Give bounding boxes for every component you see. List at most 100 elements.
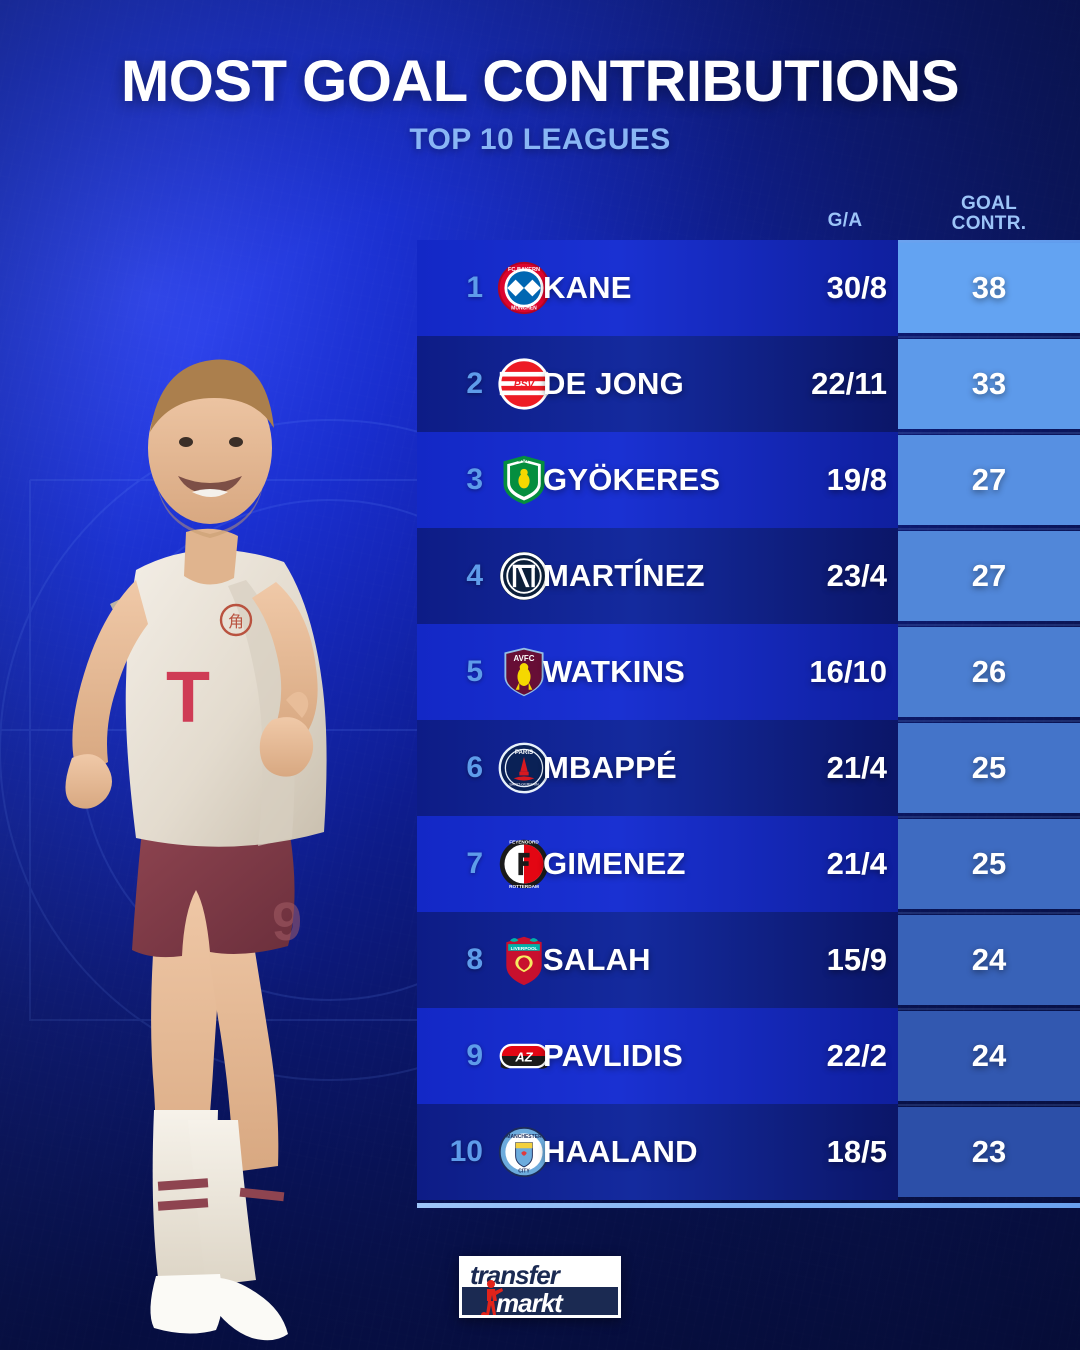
svg-text:FEYENOORD: FEYENOORD (509, 840, 539, 845)
feyenoord-badge: FEYENOORD ROTTERDAM (495, 835, 553, 893)
rank-number: 3 (466, 463, 483, 496)
az-alkmaar-badge: AZ (495, 1027, 553, 1085)
rank-number: 4 (466, 559, 483, 592)
row-body (417, 912, 898, 1008)
player-name: WATKINS (543, 654, 686, 689)
table-row: 7 FEYENOORD ROTTERDAM GIMENEZ 21/4 25 (417, 816, 1080, 912)
goals-assists-value: 19/8 (826, 462, 887, 497)
goal-contributions-cell-background (898, 723, 1080, 813)
player-name: DE JONG (543, 366, 684, 401)
row-body (417, 432, 898, 528)
svg-text:ROTTERDAM: ROTTERDAM (509, 884, 539, 889)
table-row: 2 PSV DE JONG 22/11 33 (417, 336, 1080, 432)
goal-contributions-cell-background (898, 339, 1080, 429)
player-name: SALAH (543, 942, 651, 977)
goal-contributions-cell-background (898, 531, 1080, 621)
rank-number: 6 (466, 751, 483, 784)
table-row: 6 PARIS SAINT-GERMAIN MBAPPÉ 21/4 25 (417, 720, 1080, 816)
player-name: GYÖKERES (543, 462, 721, 497)
svg-text:PARIS: PARIS (515, 749, 533, 756)
psv-badge: PSV (495, 355, 553, 413)
goal-contributions-cell-background (898, 243, 1080, 333)
goal-contributions-cell-background (898, 1107, 1080, 1197)
goal-contributions-value: 25 (971, 846, 1007, 881)
rank-number: 10 (449, 1135, 483, 1168)
row-body (417, 528, 898, 624)
row-body (417, 720, 898, 816)
row-body (417, 816, 898, 912)
goal-contributions-value: 33 (971, 366, 1007, 401)
ranking-table: 1 FC BAYERN MÜNCHEN KANE 30/8 3 8 2 PSV DE JONG 22… (417, 240, 1080, 1200)
player-name: PAVLIDIS (543, 1038, 683, 1073)
bayern-munich-badge: FC BAYERN MÜNCHEN (495, 259, 553, 317)
goal-contributions-cell-background (898, 1011, 1080, 1101)
goal-contributions-value: 27 (971, 462, 1007, 497)
goals-assists-value: 15/9 (826, 942, 887, 977)
table-row: 1 FC BAYERN MÜNCHEN KANE 30/8 38 (417, 240, 1080, 336)
rank-number: 5 (466, 655, 483, 688)
goals-assists-value: 21/4 (826, 846, 887, 881)
row-body (417, 240, 898, 336)
player-name: GIMENEZ (543, 846, 686, 881)
svg-text:CITY: CITY (518, 1168, 530, 1174)
goal-contributions-cell-background (898, 819, 1080, 909)
goal-contributions-value: 24 (971, 1038, 1007, 1073)
table-row: 8 LIVERPOOL SALAH 15/9 24 (417, 912, 1080, 1008)
page-subtitle: TOP 10 LEAGUES (409, 123, 671, 156)
svg-text:MANCHESTER: MANCHESTER (506, 1134, 542, 1140)
aston-villa-badge: AVFC (495, 643, 553, 701)
goals-assists-value: 23/4 (826, 558, 887, 593)
goals-assists-value: 16/10 (809, 654, 887, 689)
column-header-goal-line2: CONTR. (951, 213, 1027, 235)
player-name: KANE (543, 270, 632, 305)
page-title: MOST GOAL CONTRIBUTIONS (120, 49, 960, 114)
rank-number: 8 (466, 943, 483, 976)
rank-number: 1 (466, 271, 483, 304)
table-row: 3 SCP GYÖKERES 19/8 27 (417, 432, 1080, 528)
logo-word-markt: markt (496, 1288, 563, 1315)
goals-assists-value: 30/8 (826, 270, 887, 305)
goal-contributions-value: 23 (971, 1134, 1007, 1169)
svg-text:LIVERPOOL: LIVERPOOL (511, 946, 538, 951)
footballer-figure-icon (481, 1280, 503, 1315)
column-header-ga: G/A (827, 210, 863, 231)
goal-contributions-cell-background (898, 915, 1080, 1005)
goals-assists-value: 21/4 (826, 750, 887, 785)
table-bottom-rule (417, 1203, 1080, 1208)
goal-contributions-value: 25 (971, 750, 1007, 785)
rank-number: 7 (466, 847, 483, 880)
player-name: HAALAND (543, 1134, 698, 1169)
svg-text:AVFC: AVFC (514, 654, 535, 663)
goal-contributions-value: 24 (971, 942, 1007, 977)
svg-text:PSV: PSV (514, 380, 536, 391)
goal-contributions-value: 26 (971, 654, 1007, 689)
svg-text:AZ: AZ (514, 1050, 533, 1065)
row-body (417, 336, 898, 432)
sporting-cp-badge: SCP (495, 451, 553, 509)
logo-word-transfer: transfer (470, 1260, 560, 1290)
player-name: MBAPPÉ (543, 750, 677, 785)
goals-assists-value: 22/11 (811, 366, 887, 401)
row-body (417, 1104, 898, 1200)
rank-number: 2 (466, 367, 483, 400)
svg-text:T: T (166, 658, 210, 738)
svg-text:角: 角 (228, 613, 244, 631)
goals-assists-value: 22/2 (826, 1038, 887, 1073)
inter-milan-badge (495, 547, 553, 605)
man-city-badge: MANCHESTER CITY (495, 1123, 553, 1181)
row-body (417, 624, 898, 720)
svg-text:FC BAYERN: FC BAYERN (508, 267, 540, 273)
svg-text:SAINT-GERMAIN: SAINT-GERMAIN (509, 783, 539, 787)
goal-contributions-cell-background (898, 435, 1080, 525)
table-row: 5 AVFC WATKINS 16/10 26 (417, 624, 1080, 720)
transfermarkt-logo[interactable]: transfer markt (459, 1256, 621, 1318)
psg-badge: PARIS SAINT-GERMAIN (495, 739, 553, 797)
column-header-goal-contributions: GOAL CONTR. (898, 194, 1080, 234)
column-headers: G/A GOAL CONTR. (417, 176, 1080, 238)
table-row: 9 AZ PAVLIDIS 22/2 24 (417, 1008, 1080, 1104)
player-name: MARTÍNEZ (543, 558, 705, 593)
column-header-goal-line1: GOAL (960, 193, 1018, 215)
goal-contributions-value: 27 (971, 558, 1007, 593)
row-body (417, 1008, 898, 1104)
rank-number: 9 (466, 1039, 483, 1072)
